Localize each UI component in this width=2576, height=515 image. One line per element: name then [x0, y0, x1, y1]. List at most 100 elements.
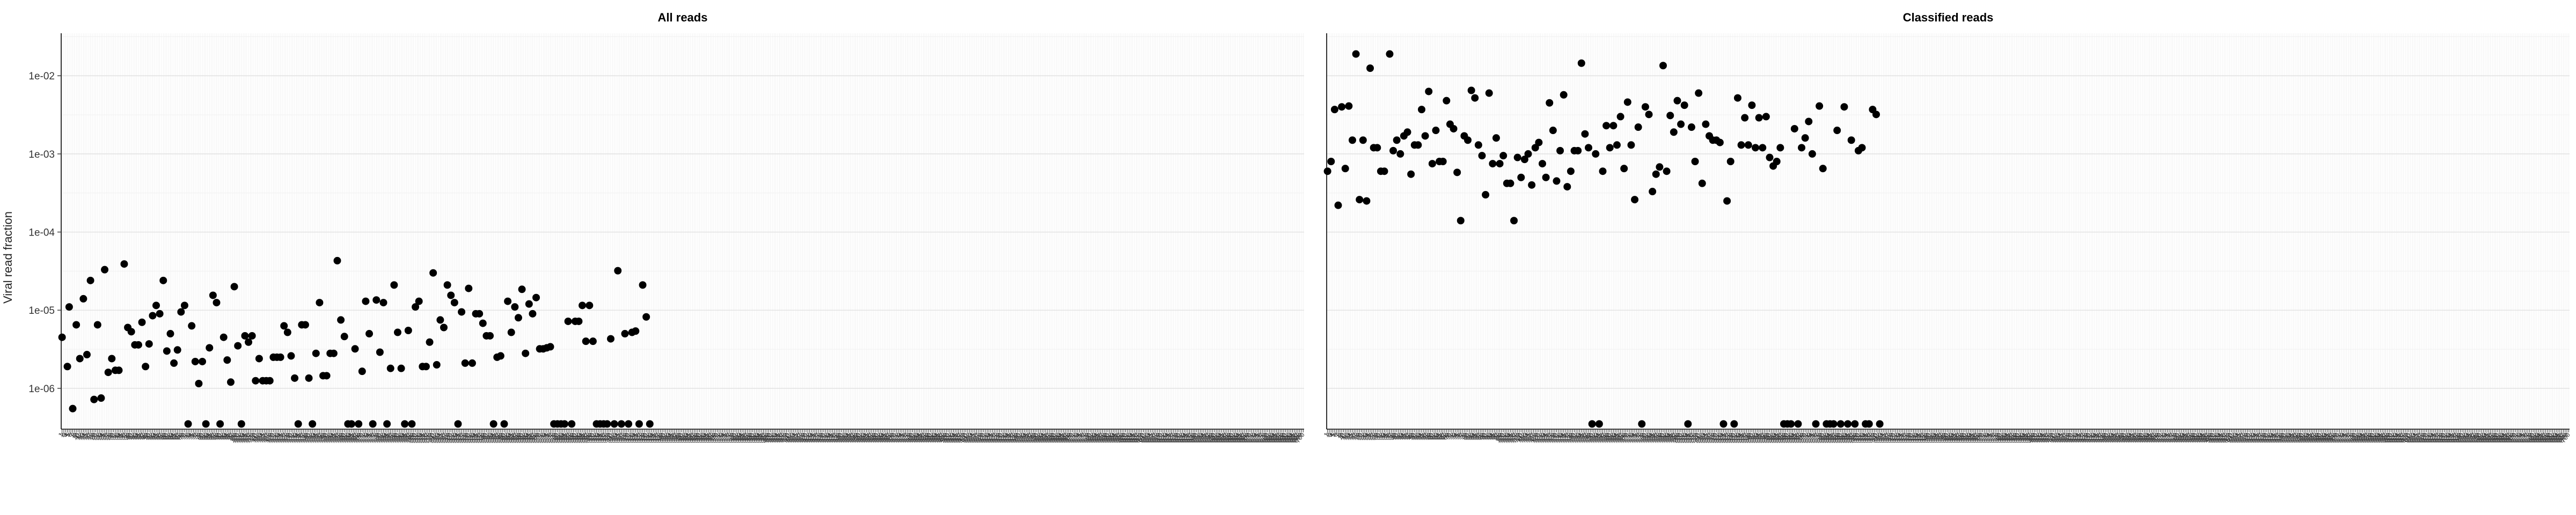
data-point — [337, 316, 345, 324]
data-point — [83, 351, 91, 359]
data-point — [1464, 136, 1472, 144]
data-point — [1439, 158, 1447, 166]
data-point — [309, 420, 317, 428]
data-point — [1656, 163, 1664, 171]
data-point — [1499, 152, 1507, 160]
y-tick-label: 1e-06 — [28, 384, 55, 395]
data-point — [610, 420, 618, 428]
data-point — [294, 420, 302, 428]
data-point — [142, 363, 150, 371]
data-point — [283, 328, 291, 336]
data-point — [1595, 420, 1603, 428]
data-point — [635, 420, 643, 428]
data-point — [1851, 420, 1859, 428]
data-point — [180, 301, 188, 310]
data-point — [621, 330, 629, 338]
data-point — [358, 367, 366, 376]
data-point — [1730, 420, 1738, 428]
data-point — [511, 303, 519, 311]
data-point — [1393, 136, 1401, 144]
data-point — [1716, 138, 1724, 146]
data-point — [276, 353, 284, 361]
data-point — [72, 321, 80, 329]
facet-panel: All reads 1e-02 1e-03 1e-04 1e-05 1e-06 123456… — [28, 11, 1306, 444]
data-point — [496, 352, 504, 360]
data-point — [108, 355, 116, 363]
data-point — [1574, 146, 1582, 154]
data-point — [1428, 160, 1436, 168]
y-grid — [61, 36, 1304, 389]
data-point — [518, 285, 526, 293]
data-point — [564, 317, 572, 325]
data-point — [1485, 89, 1493, 97]
data-point — [1359, 136, 1367, 144]
data-point — [1535, 138, 1543, 146]
data-point — [461, 359, 469, 367]
data-point — [1432, 127, 1440, 135]
data-point — [245, 338, 253, 346]
data-point — [568, 420, 576, 428]
data-point — [1482, 191, 1490, 199]
data-point — [404, 327, 412, 335]
data-point — [393, 328, 401, 336]
data-point — [1366, 64, 1374, 72]
data-point — [401, 420, 409, 428]
panel-title: Classified reads — [1903, 11, 1994, 24]
data-point — [287, 352, 295, 360]
data-point — [1670, 128, 1678, 136]
data-point — [1723, 197, 1731, 205]
data-point — [226, 378, 235, 386]
data-point — [1323, 167, 1331, 175]
data-point — [1457, 217, 1465, 225]
data-point — [479, 319, 487, 327]
data-point — [1787, 420, 1795, 428]
data-point — [504, 297, 512, 305]
data-point — [1348, 136, 1356, 144]
data-point — [1330, 106, 1338, 114]
data-point — [191, 357, 199, 365]
data-point — [617, 420, 625, 428]
data-point — [1492, 134, 1500, 142]
data-point — [1380, 167, 1388, 175]
panel-title: All reads — [658, 11, 708, 24]
data-point — [101, 266, 109, 274]
data-point — [1425, 87, 1433, 95]
y-tick-label: 1e-05 — [28, 305, 55, 317]
data-point — [219, 333, 228, 341]
data-point — [301, 321, 309, 329]
data-point — [1616, 113, 1624, 121]
data-point — [206, 344, 214, 352]
data-point — [433, 360, 441, 369]
data-point — [280, 322, 288, 330]
data-point — [1396, 150, 1404, 158]
data-point — [1327, 158, 1335, 166]
data-point — [1546, 99, 1554, 107]
data-point — [1645, 111, 1653, 119]
data-point — [1538, 160, 1546, 168]
data-point — [532, 293, 540, 301]
data-point — [1585, 144, 1593, 152]
x-grid — [62, 33, 1304, 429]
y-tick-label: 1e-03 — [28, 149, 55, 160]
data-point — [500, 420, 508, 428]
data-point — [582, 337, 590, 345]
data-point — [1389, 146, 1397, 154]
data-point — [1876, 420, 1884, 428]
data-point — [1755, 114, 1763, 122]
data-point — [1819, 165, 1827, 173]
data-point — [163, 347, 171, 355]
data-point — [1673, 97, 1681, 105]
data-point — [1663, 167, 1671, 175]
data-point — [1844, 420, 1852, 428]
data-point — [1790, 124, 1798, 133]
data-point — [1748, 101, 1756, 109]
data-point — [1858, 144, 1866, 152]
data-point — [1836, 420, 1845, 428]
data-point — [1829, 420, 1838, 428]
data-point — [486, 332, 494, 340]
data-point — [199, 357, 207, 365]
data-point — [639, 281, 647, 289]
data-point — [188, 322, 196, 330]
data-point — [127, 328, 135, 336]
data-point — [379, 299, 387, 307]
